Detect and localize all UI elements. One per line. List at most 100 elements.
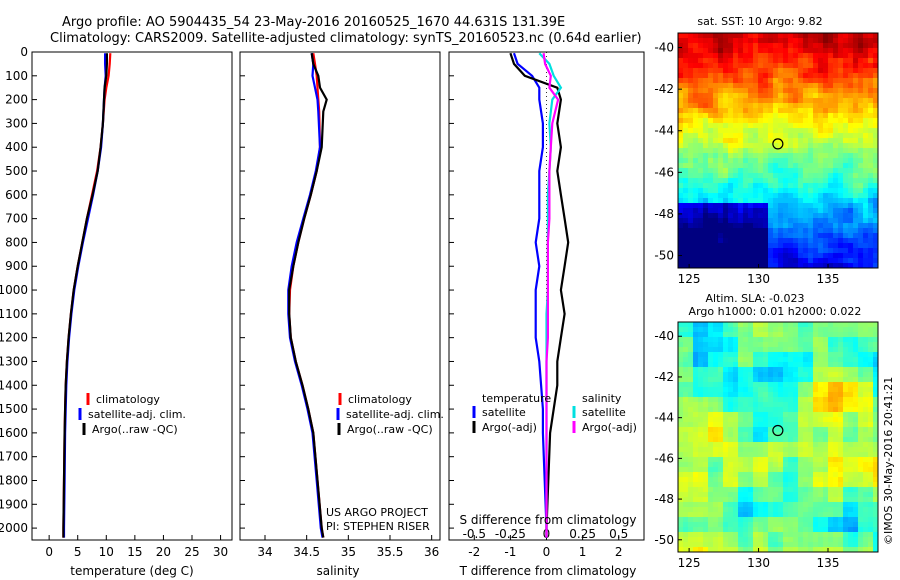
map-cell	[848, 63, 854, 69]
map-cell	[758, 113, 764, 119]
map-cell	[833, 342, 839, 348]
map-cell	[808, 158, 814, 164]
map-cell	[833, 153, 839, 159]
map-cell	[693, 188, 699, 194]
map-cell	[858, 502, 864, 508]
map-cell	[773, 258, 779, 264]
map-cell	[723, 193, 729, 199]
map-cell	[768, 542, 774, 548]
map-cell	[858, 58, 864, 64]
map-cell	[873, 492, 879, 498]
map-cell	[748, 477, 754, 483]
map-cell	[718, 357, 724, 363]
map-cell	[843, 148, 849, 154]
map-cell	[713, 213, 719, 219]
map-cell	[708, 253, 714, 259]
map-cell	[678, 377, 684, 383]
map-cell	[778, 83, 784, 89]
map-cell	[838, 188, 844, 194]
map-cell	[703, 78, 709, 84]
map-cell	[778, 522, 784, 528]
map-cell	[803, 497, 809, 503]
map-cell	[753, 173, 759, 179]
map-cell	[758, 342, 764, 348]
map-cell	[728, 362, 734, 368]
map-cell	[798, 163, 804, 169]
map-cell	[718, 322, 724, 328]
map-cell	[718, 472, 724, 478]
map-cell	[678, 113, 684, 119]
map-cell	[783, 532, 789, 538]
map-cell	[743, 33, 749, 39]
map-cell	[778, 442, 784, 448]
map-cell	[718, 78, 724, 84]
map-cell	[813, 198, 819, 204]
map-cell	[748, 68, 754, 74]
map-cell	[773, 178, 779, 184]
map-cell	[873, 258, 879, 264]
map-cell	[723, 233, 729, 239]
map-cell	[718, 507, 724, 513]
map-cell	[753, 322, 759, 328]
map-cell	[808, 362, 814, 368]
map-cell	[693, 407, 699, 413]
map-cell	[693, 332, 699, 338]
map-cell	[748, 163, 754, 169]
map-cell	[848, 48, 854, 54]
map-cell	[828, 352, 834, 358]
x-tick-label: 0	[45, 545, 53, 559]
map-cell	[688, 457, 694, 463]
map-cell	[868, 173, 874, 179]
map-cell	[723, 248, 729, 254]
y-tick-label: 800	[5, 235, 28, 249]
map-cell	[853, 432, 859, 438]
map-cell	[748, 417, 754, 423]
map-cell	[743, 332, 749, 338]
map-cell	[798, 203, 804, 209]
map-cell	[708, 437, 714, 443]
map-cell	[788, 133, 794, 139]
map-cell	[788, 482, 794, 488]
map-cell	[868, 522, 874, 528]
map-cell	[828, 482, 834, 488]
map-cell	[813, 407, 819, 413]
map-cell	[828, 467, 834, 473]
map-cell	[818, 233, 824, 239]
map-cell	[848, 322, 854, 328]
map-cell	[823, 337, 829, 343]
map-cell	[683, 412, 689, 418]
map-cell	[748, 233, 754, 239]
map-cell	[863, 58, 869, 64]
map-cell	[823, 532, 829, 538]
map-cell	[833, 347, 839, 353]
map-cell	[718, 258, 724, 264]
map-cell	[743, 53, 749, 59]
map-cell	[703, 183, 709, 189]
map-cell	[743, 437, 749, 443]
map-cell	[843, 118, 849, 124]
map-cell	[788, 357, 794, 363]
map-cell	[808, 248, 814, 254]
map-cell	[718, 133, 724, 139]
map-cell	[698, 392, 704, 398]
map-cell	[858, 347, 864, 353]
map-cell	[708, 78, 714, 84]
map-cell	[838, 223, 844, 229]
map-cell	[723, 178, 729, 184]
map-cell	[813, 258, 819, 264]
map-cell	[828, 462, 834, 468]
map-cell	[798, 213, 804, 219]
map-cell	[718, 88, 724, 94]
map-cell	[798, 457, 804, 463]
map-cell	[713, 417, 719, 423]
map-cell	[698, 467, 704, 473]
map-cell	[823, 477, 829, 483]
map-cell	[873, 188, 879, 194]
map-cell	[728, 402, 734, 408]
map-cell	[688, 362, 694, 368]
map-cell	[703, 53, 709, 59]
map-cell	[818, 118, 824, 124]
map-cell	[808, 522, 814, 528]
map-cell	[763, 133, 769, 139]
map-cell	[773, 327, 779, 333]
